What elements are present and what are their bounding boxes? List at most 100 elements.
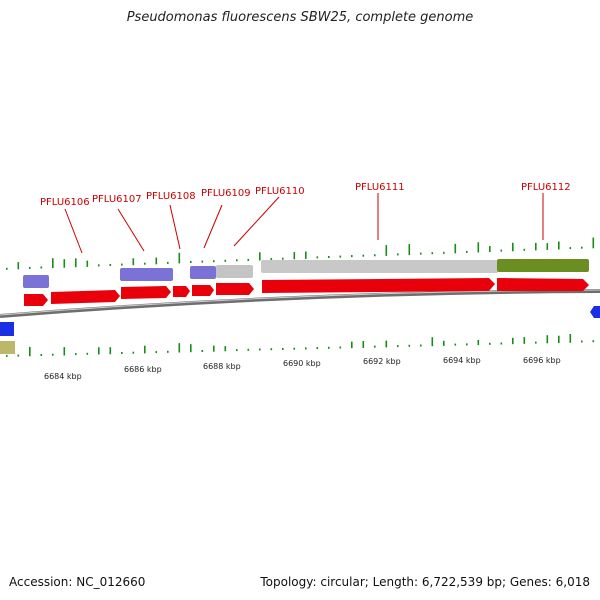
gc-tick [558,335,560,344]
gc-tick [236,259,238,262]
cds-arrow-6[interactable] [216,283,254,295]
gc-tick [52,258,54,269]
gc-tick [40,266,43,269]
gc-tick [420,344,422,347]
gc-tick [443,340,445,346]
gc-tick [581,340,583,343]
leader-line-pflu6108 [169,204,181,250]
cds-arrow-1[interactable] [24,294,48,306]
scale-label-6690: 6690 kbp [283,359,321,368]
gc-tick [316,347,319,350]
gene-bar-purple-2[interactable] [120,268,173,281]
scale-label-6686: 6686 kbp [124,365,162,374]
cds-arrow-4[interactable] [173,286,190,297]
leader-line-pflu6110 [233,196,280,247]
gc-tick [420,252,422,255]
gc-tick [75,258,77,268]
gc-tick [466,343,468,346]
gc-tick [167,261,169,264]
cds-arrow-2[interactable] [51,290,120,304]
gc-tick [316,256,319,259]
gc-tick [489,246,491,253]
gc-tick [213,345,215,352]
gc-tick [201,350,204,352]
gc-tick [293,347,296,350]
gc-tick [52,353,54,356]
gc-tick [247,348,250,351]
leader-line-pflu6109 [203,204,223,249]
gc-tick [132,258,135,266]
gc-tick [362,341,365,348]
gene-label-pflu6107[interactable]: PFLU6107 [92,194,142,205]
gene-label-pflu6109[interactable]: PFLU6109 [201,188,251,199]
gc-tick [132,351,135,354]
gene-bar-olive[interactable] [497,259,589,272]
genome-backbone [0,289,600,318]
lower-gc-ticks [6,334,595,357]
accession-text: Accession: NC_012660 [9,575,146,589]
gene-bar-grey-1[interactable] [216,265,253,278]
gc-tick [581,246,583,249]
gc-tick [109,347,112,355]
gc-tick [86,352,89,355]
cds-arrow-3[interactable] [121,286,171,299]
gc-tick [512,242,514,252]
gc-tick [408,344,411,347]
gc-tick [431,252,434,255]
gc-tick [155,257,158,265]
gc-tick [98,264,100,267]
gc-tick [339,255,342,258]
gc-tick [282,257,284,260]
gc-tick [29,266,31,269]
gc-tick [201,260,204,263]
cds-arrow-7[interactable] [262,278,495,293]
gc-tick [40,354,43,356]
gc-tick [374,254,376,257]
gc-tick [75,353,77,356]
gene-label-pflu6111[interactable]: PFLU6111 [355,182,405,193]
gc-tick [259,348,261,351]
cds-arrow-8[interactable] [497,278,589,291]
gc-tick [546,243,549,250]
gc-tick [109,264,112,266]
gc-tick [224,259,227,262]
gc-tick [385,340,388,348]
gene-label-pflu6108[interactable]: PFLU6108 [146,191,196,202]
gc-tick [178,343,181,353]
gc-tick [431,337,434,347]
gc-tick [339,346,342,349]
gene-label-pflu6112[interactable]: PFLU6112 [521,182,571,193]
gene-bar-purple-3[interactable] [190,266,216,279]
gc-tick [190,261,192,263]
gc-tick [546,335,549,344]
gene-label-pflu6106[interactable]: PFLU6106 [40,197,90,208]
gc-tick [178,252,181,264]
gc-tick [63,347,66,356]
gc-tick [121,263,123,266]
gene-bar-khaki[interactable] [0,341,15,354]
gc-tick [535,242,537,251]
gc-tick [466,250,468,253]
map-title: Pseudomonas fluorescens SBW25, complete … [126,10,474,25]
gc-tick [213,260,215,263]
gc-tick [397,345,399,348]
scale-label-6688: 6688 kbp [203,362,241,371]
gene-bar-grey-2[interactable] [261,260,498,273]
gc-tick [558,241,560,250]
gc-tick [362,254,365,257]
gc-tick [351,255,353,258]
gene-label-pflu6110[interactable]: PFLU6110 [255,186,305,197]
cds-arrow-blue-right[interactable] [590,306,600,318]
gc-tick [270,348,273,351]
cds-arrow-5[interactable] [192,285,214,296]
gc-tick [17,262,20,270]
gene-bar-purple-1[interactable] [23,275,49,288]
upper-gc-ticks [6,237,595,270]
gc-tick [592,340,595,343]
gc-tick [454,343,457,346]
gc-tick [397,253,399,256]
gc-tick [247,258,250,261]
cds-arrow-blue-left[interactable] [0,322,14,336]
